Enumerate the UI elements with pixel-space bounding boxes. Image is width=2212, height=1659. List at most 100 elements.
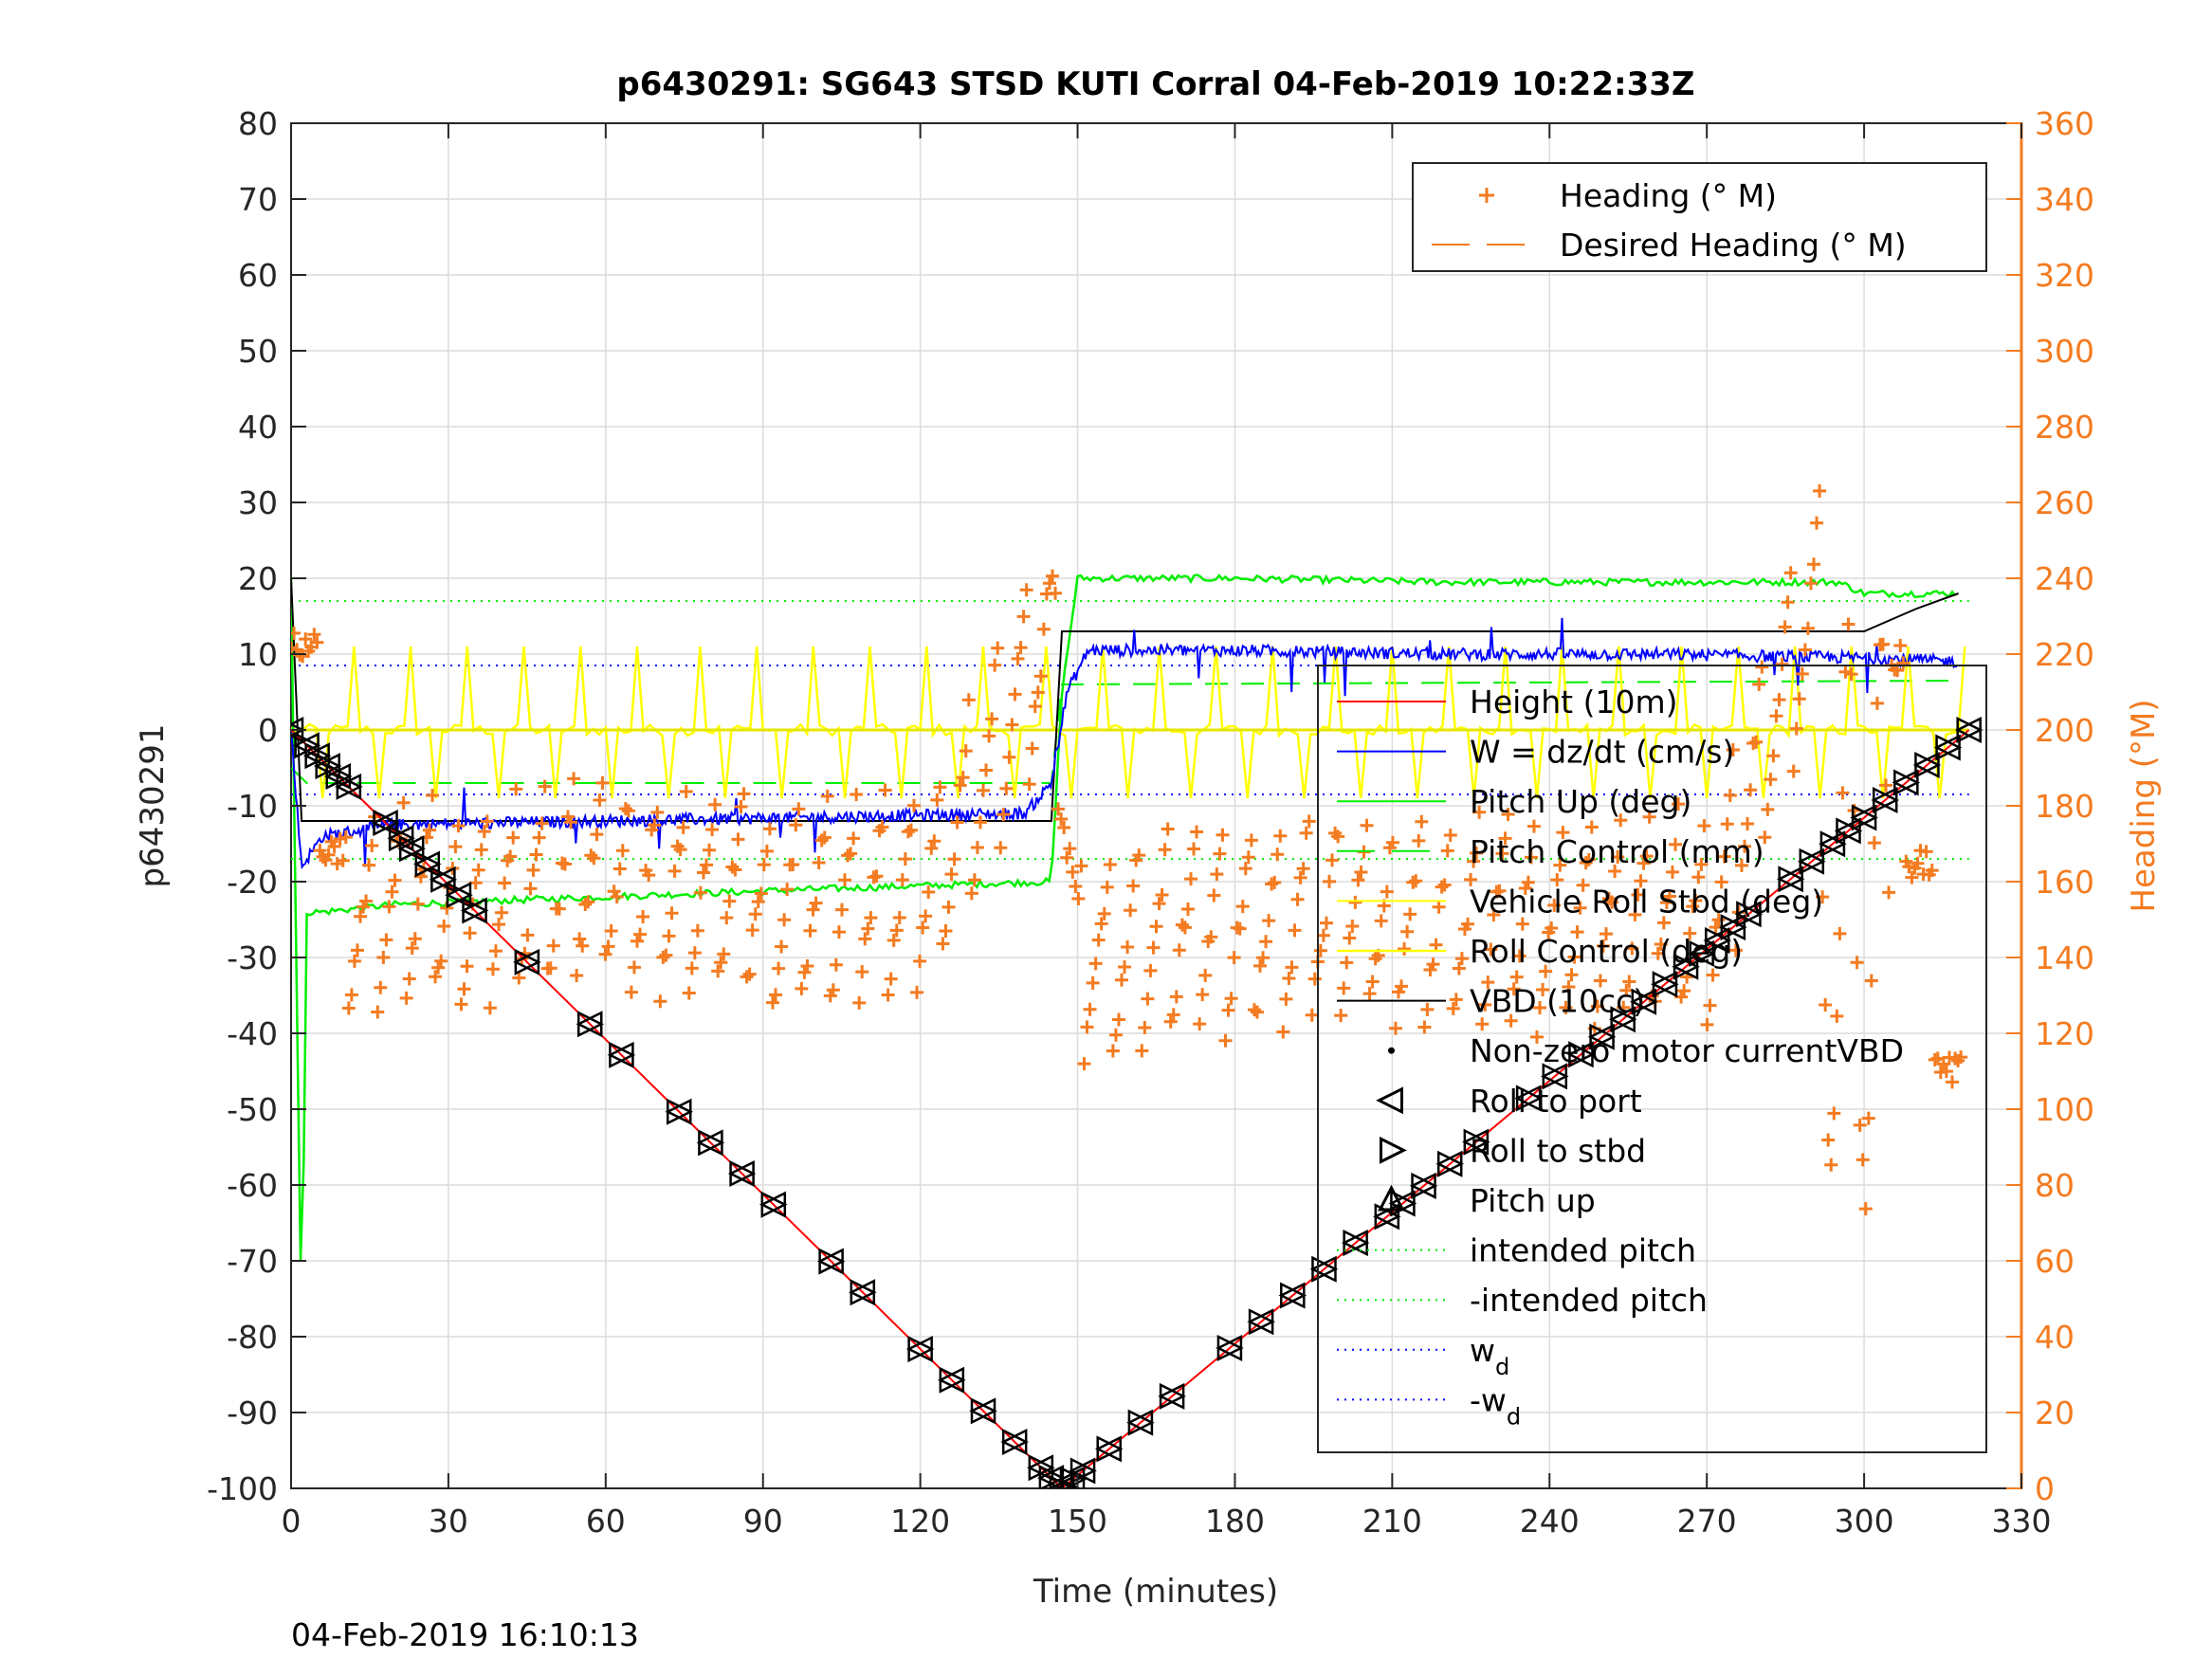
heading-mark bbox=[1659, 896, 1673, 910]
heading-mark bbox=[1163, 1014, 1178, 1029]
heading-mark bbox=[532, 830, 546, 845]
heading-mark bbox=[740, 970, 754, 984]
heading-mark bbox=[1088, 957, 1103, 971]
left-axis-ticks: 80 70 60 50 40 30 20 10 0 -10 -20 -30 -40 -50 -60 -70 -8… bbox=[207, 105, 306, 1507]
heading-mark bbox=[875, 820, 889, 834]
heading-mark bbox=[1556, 826, 1570, 840]
roll-stbd-marker bbox=[1515, 1085, 1543, 1112]
roll-stbd-marker bbox=[514, 948, 541, 975]
heading-mark bbox=[1343, 931, 1357, 945]
heading-mark bbox=[1337, 981, 1351, 995]
heading-mark bbox=[1435, 880, 1449, 894]
heading-mark bbox=[814, 833, 829, 848]
heading-mark bbox=[1011, 651, 1025, 665]
roll-stbd-marker bbox=[1096, 1435, 1124, 1463]
series-w bbox=[291, 617, 1958, 870]
x-tick-label: 120 bbox=[890, 1503, 950, 1540]
heading-mark bbox=[991, 641, 1005, 655]
heading-mark bbox=[567, 772, 581, 786]
heading-mark bbox=[878, 783, 892, 797]
heading-mark bbox=[1821, 1133, 1836, 1147]
heading-mark bbox=[1313, 943, 1327, 957]
y-right-tick-label: 260 bbox=[2035, 484, 2094, 521]
heading-mark bbox=[887, 933, 901, 947]
roll-stbd-marker bbox=[907, 1336, 935, 1363]
heading-mark bbox=[1772, 693, 1786, 707]
y-right-tick-label: 140 bbox=[2035, 939, 2094, 976]
heading-mark bbox=[313, 844, 327, 858]
heading-mark bbox=[1656, 916, 1671, 930]
heading-mark bbox=[1184, 872, 1197, 886]
heading-mark bbox=[1331, 830, 1345, 844]
heading-mark bbox=[1233, 921, 1247, 936]
heading-mark bbox=[1600, 927, 1613, 941]
heading-mark bbox=[1617, 1000, 1631, 1014]
series-pitch-up bbox=[291, 574, 1957, 1261]
heading-mark bbox=[371, 1005, 385, 1019]
heading-mark bbox=[1238, 862, 1252, 876]
heading-mark bbox=[1593, 974, 1607, 988]
heading-mark bbox=[1204, 930, 1218, 944]
heading-mark bbox=[457, 982, 471, 996]
heading-mark bbox=[344, 988, 358, 1002]
heading-mark bbox=[1677, 984, 1691, 998]
heading-mark bbox=[1005, 718, 1019, 732]
heading-mark bbox=[1824, 1158, 1838, 1172]
heading-mark bbox=[795, 981, 809, 995]
heading-mark bbox=[402, 972, 416, 986]
heading-mark bbox=[1161, 822, 1175, 836]
roll-stbd-marker bbox=[398, 835, 426, 863]
heading-mark bbox=[1285, 960, 1299, 975]
heading-mark bbox=[1141, 992, 1155, 1006]
heading-mark bbox=[1461, 917, 1474, 931]
heading-mark bbox=[584, 848, 598, 863]
x-tick-label: 60 bbox=[586, 1503, 626, 1540]
x-tick-label: 300 bbox=[1835, 1503, 1894, 1540]
heading-mark bbox=[590, 828, 604, 842]
roll-stbd-marker bbox=[666, 1098, 694, 1125]
heading-mark bbox=[1210, 867, 1224, 882]
heading-mark bbox=[341, 1001, 356, 1015]
heading-mark bbox=[720, 911, 734, 925]
y-axis-label-right: Heading (°M) bbox=[2125, 699, 2163, 912]
y-tick-label: 30 bbox=[238, 484, 278, 521]
heading-mark bbox=[509, 782, 523, 796]
heading-mark bbox=[1515, 917, 1529, 931]
heading-mark bbox=[725, 860, 740, 874]
heading-mark bbox=[1628, 907, 1642, 921]
heading-mark bbox=[1501, 807, 1515, 821]
heading-mark bbox=[1507, 982, 1521, 996]
heading-mark bbox=[1351, 873, 1365, 887]
heading-mark bbox=[1417, 1020, 1432, 1034]
heading-mark bbox=[1143, 963, 1158, 977]
heading-mark bbox=[434, 954, 448, 968]
heading-mark bbox=[930, 793, 944, 807]
heading-mark bbox=[996, 808, 1011, 822]
heading-mark bbox=[1265, 877, 1279, 891]
heading-mark bbox=[889, 923, 904, 938]
heading-mark bbox=[1619, 983, 1634, 997]
heading-mark bbox=[1810, 516, 1824, 530]
heading-mark bbox=[488, 944, 503, 958]
heading-mark bbox=[1853, 1118, 1867, 1132]
heading-mark bbox=[834, 902, 849, 917]
heading-mark bbox=[512, 971, 526, 985]
roll-stbd-marker bbox=[430, 866, 458, 893]
heading-mark bbox=[1893, 639, 1908, 653]
y-right-tick-label: 0 bbox=[2035, 1470, 2055, 1507]
heading-mark bbox=[618, 802, 632, 816]
heading-mark bbox=[1340, 956, 1354, 970]
heading-mark bbox=[1395, 979, 1409, 994]
heading-mark bbox=[307, 628, 321, 642]
heading-mark bbox=[1172, 943, 1186, 957]
heading-mark bbox=[310, 635, 324, 649]
heading-mark bbox=[1789, 721, 1803, 736]
y-right-tick-label: 20 bbox=[2035, 1395, 2075, 1431]
heading-mark bbox=[1437, 878, 1452, 892]
heading-mark bbox=[1744, 783, 1758, 797]
heading-mark bbox=[927, 834, 941, 848]
heading-mark bbox=[1135, 1044, 1149, 1058]
heading-mark bbox=[1858, 1202, 1873, 1216]
heading-mark bbox=[967, 873, 981, 887]
heading-mark bbox=[1097, 906, 1111, 921]
